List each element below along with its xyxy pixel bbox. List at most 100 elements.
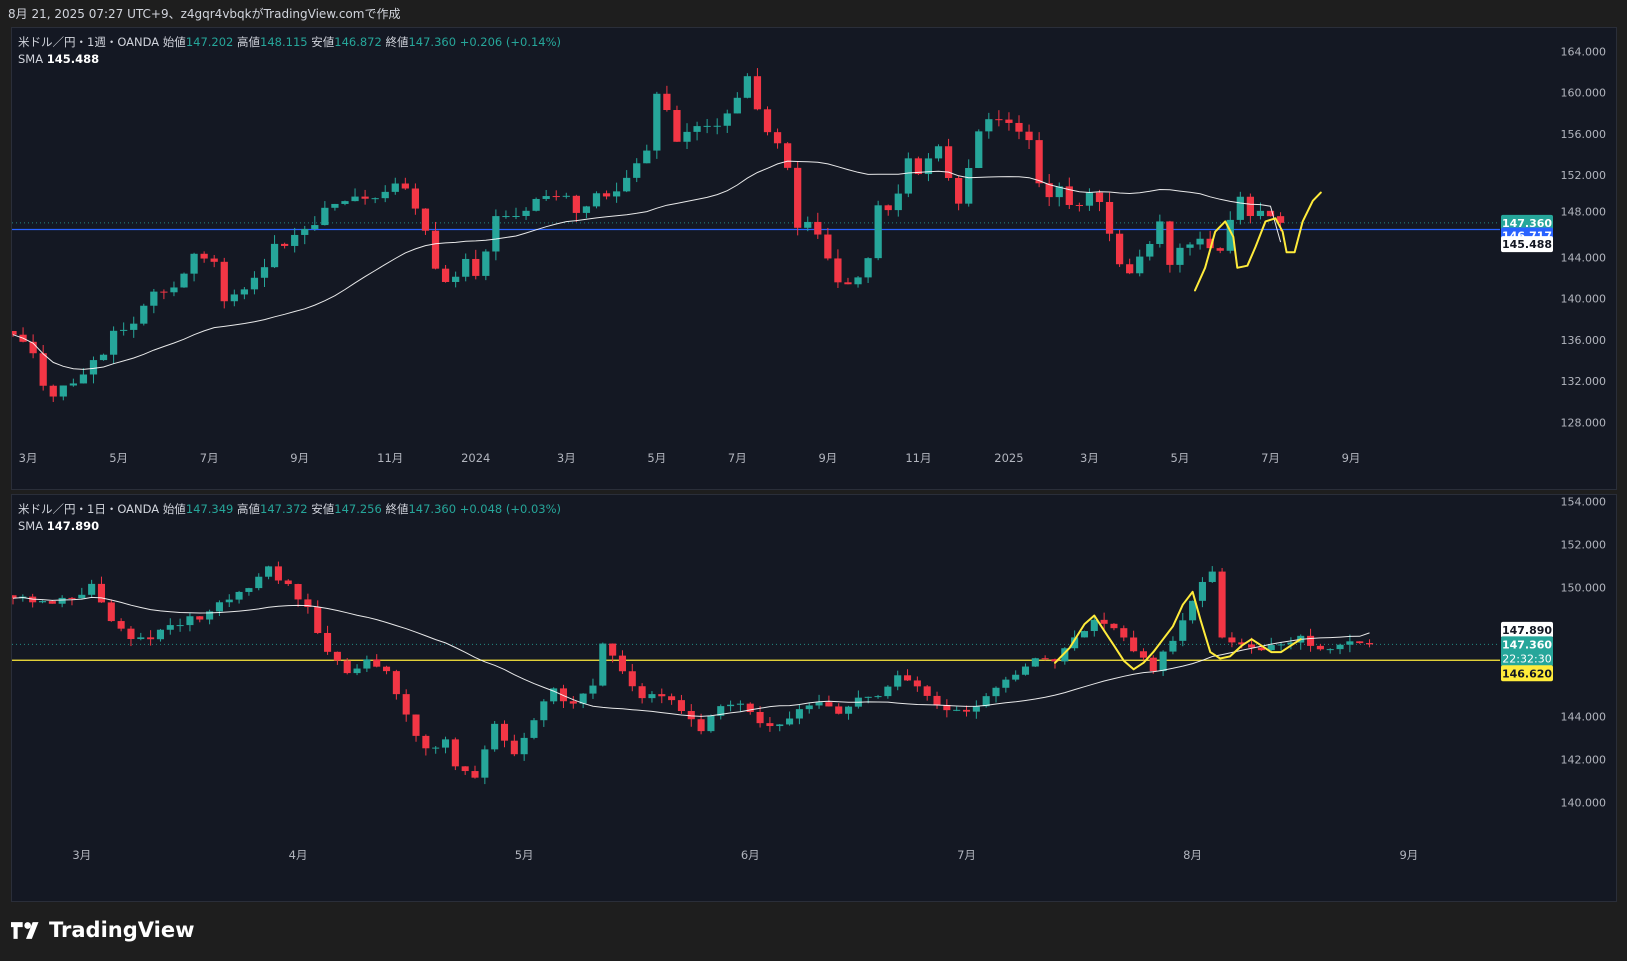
y-tick-label: 154.000 (1561, 495, 1607, 508)
weekly-close-value: 147.360 (408, 35, 457, 49)
candle (215, 600, 223, 617)
candle (412, 714, 420, 742)
chart-caption: 8月 21, 2025 07:27 UTC+9、z4gqr4vbqkがTradi… (8, 7, 401, 21)
candle (638, 683, 646, 704)
candle (107, 599, 115, 622)
candle (894, 184, 902, 217)
candle (854, 690, 862, 709)
candle (500, 720, 509, 748)
sma-line (12, 596, 1370, 717)
daily-chart-pane[interactable]: 140.000 142.000 144.000 150.000 152.000 154.0… (11, 494, 1617, 902)
candle (663, 85, 671, 112)
candle (673, 105, 681, 142)
candle (552, 190, 560, 201)
candle (713, 118, 721, 135)
candle (452, 271, 460, 288)
candle (206, 609, 214, 625)
candle (78, 587, 86, 599)
daily-sma-label[interactable]: SMA (18, 519, 44, 533)
candle (1105, 192, 1114, 242)
tradingview-brand-name: TradingView (49, 918, 195, 942)
candle (683, 123, 691, 150)
candle (1189, 600, 1197, 624)
y-tick-label: 140.000 (1561, 797, 1607, 810)
candle (653, 91, 661, 159)
candle (48, 600, 56, 604)
candle (1012, 670, 1020, 682)
weekly-close-label: 終値 (385, 35, 409, 49)
candle (962, 705, 971, 717)
candle (1246, 193, 1255, 224)
brush-drawing[interactable] (1194, 191, 1322, 292)
candle (1169, 636, 1177, 655)
candle (1146, 241, 1154, 261)
candle (1080, 630, 1089, 638)
candle (502, 210, 510, 219)
candle (955, 175, 963, 211)
candle (441, 264, 450, 283)
candle (913, 676, 921, 692)
candle (462, 253, 470, 282)
x-tick-label: 9月 (818, 451, 837, 465)
tradingview-logo-icon (11, 921, 39, 939)
candle (1297, 634, 1305, 650)
candle (697, 713, 705, 735)
candle (255, 573, 263, 591)
candle (589, 678, 597, 699)
candle (717, 704, 725, 720)
candle (19, 327, 27, 343)
candle (884, 204, 892, 216)
candle (200, 251, 208, 263)
candle (156, 628, 164, 642)
weekly-sma-label[interactable]: SMA (18, 52, 44, 66)
candle (402, 689, 410, 722)
x-tick-label: 9月 (290, 451, 309, 465)
candle (59, 385, 67, 401)
candle (235, 590, 243, 604)
candle (1277, 642, 1285, 651)
daily-symbol[interactable]: 米ドル／円・1日・OANDA (18, 502, 160, 516)
y-tick-label: 144.000 (1561, 711, 1607, 724)
candle (623, 170, 631, 193)
svg-text:147.360: 147.360 (1502, 638, 1552, 651)
candle (1198, 577, 1206, 608)
weekly-open-label: 始値 (162, 35, 186, 49)
sma-line (12, 160, 1282, 370)
x-tick-label: 5月 (647, 451, 666, 465)
candle (147, 630, 155, 646)
candle (677, 694, 685, 714)
x-tick-label: 5月 (1171, 451, 1190, 465)
candle (1159, 650, 1167, 676)
x-tick-label: 7月 (1261, 451, 1280, 465)
candle (633, 158, 641, 183)
candle (736, 700, 744, 712)
candle (933, 691, 941, 709)
x-tick-label: 2024 (461, 451, 490, 465)
brush-drawing[interactable] (1054, 590, 1302, 671)
candle (609, 643, 617, 663)
weekly-chart-pane[interactable]: 128.000 132.000 136.000 140.000 144.000 152.0… (11, 27, 1617, 490)
candle (814, 212, 822, 239)
weekly-symbol[interactable]: 米ドル／円・1週・OANDA (18, 35, 160, 49)
candle (864, 257, 872, 283)
candle (884, 685, 892, 699)
tradingview-logo[interactable]: TradingView (11, 918, 194, 942)
candle (150, 288, 158, 314)
candle (1149, 655, 1157, 674)
candle (1346, 634, 1354, 653)
daily-chart-canvas[interactable]: 140.000 142.000 144.000 150.000 152.000 154.0… (12, 495, 1616, 901)
candle (270, 235, 279, 269)
candle (562, 192, 570, 199)
x-tick-label: 7月 (728, 451, 747, 465)
candle (804, 216, 812, 232)
candle (1166, 220, 1174, 273)
candle (522, 207, 530, 220)
candle (542, 190, 550, 201)
candle (805, 702, 813, 714)
candle (186, 613, 194, 632)
weekly-chart-canvas[interactable]: 128.000 132.000 136.000 140.000 144.000 152.0… (12, 28, 1616, 489)
candle (280, 242, 289, 249)
candle (265, 565, 273, 580)
candle (773, 128, 782, 149)
